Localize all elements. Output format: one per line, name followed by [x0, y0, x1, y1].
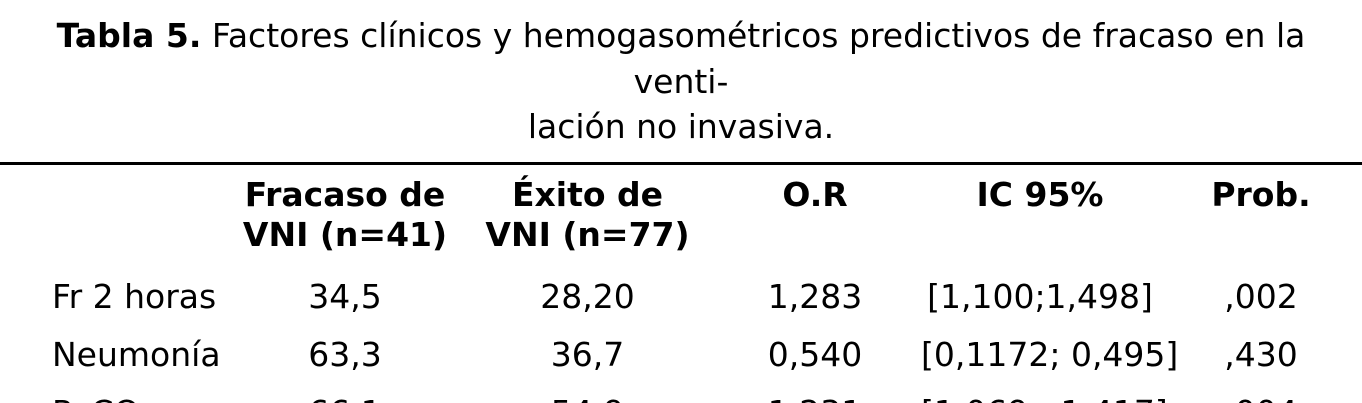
cell-ic95: [1,100;1,498] — [927, 276, 1153, 316]
table-caption-line2: lación no invasiva. — [527, 107, 835, 147]
cell-prob: ,430 — [1224, 334, 1298, 374]
table-row-fr-2-horas: Fr 2 horas 34,5 28,20 1,283 [1,100;1,498… — [0, 267, 1362, 325]
table-caption-number: Tabla 5. — [56, 16, 202, 55]
cell-fracaso: 63,3 — [308, 334, 382, 374]
data-table: Fracaso de VNI (n=41) Éxito de VNI (n=77… — [0, 161, 1362, 403]
cell-or: 1,231 — [710, 383, 920, 403]
table-row-paco2: PaCO₂ 66,1 54,9 1,231 [1,069 ; 1,417] ,0… — [0, 383, 1362, 403]
cell-exito: 36,7 — [550, 334, 625, 374]
column-header-prob: Prob. — [1211, 174, 1311, 214]
cell-ic95: [1,069 ; 1,417] — [920, 383, 1168, 403]
cell-fracaso: 66,1 — [225, 383, 465, 403]
cell-or: 0,540 — [767, 334, 863, 374]
row-label: Neumonía — [52, 334, 221, 374]
cell-ic95: [0,1172; 0,495] — [921, 334, 1179, 374]
column-header-exito-vni: Éxito de VNI (n=77) — [485, 174, 690, 254]
cell-prob: ,004 — [1160, 383, 1362, 403]
row-label: PaCO₂ — [0, 383, 225, 403]
cell-prob: ,002 — [1224, 276, 1298, 316]
column-header-ic95: IC 95% — [976, 174, 1104, 214]
row-label: Fr 2 horas — [52, 276, 217, 316]
cell-exito: 54,9 — [465, 383, 710, 403]
table-caption-text: Factores clínicos y hemogasométricos pre… — [211, 16, 1306, 101]
cell-exito: 28,20 — [540, 276, 635, 316]
column-header-fracaso-vni: Fracaso de VNI (n=41) — [242, 174, 448, 254]
header-row: Fracaso de VNI (n=41) Éxito de VNI (n=77… — [0, 163, 1362, 267]
column-header-or: O.R — [782, 174, 848, 214]
table-caption: Tabla 5. Factores clínicos y hemogasomét… — [0, 0, 1362, 150]
table-caption-line1: Tabla 5. Factores clínicos y hemogasomét… — [30, 13, 1332, 104]
cell-fracaso: 34,5 — [308, 276, 382, 316]
table-row-neumonia: Neumonía 63,3 36,7 0,540 [0,1172; 0,495]… — [0, 325, 1362, 383]
column-header-variable — [0, 163, 225, 267]
cell-or: 1,283 — [767, 276, 863, 316]
